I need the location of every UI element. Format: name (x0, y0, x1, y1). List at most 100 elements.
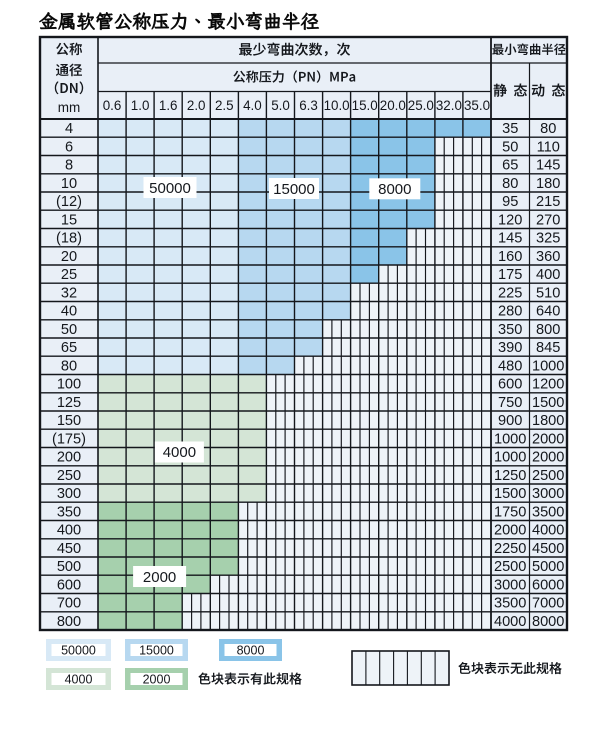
svg-text:10.0: 10.0 (324, 98, 350, 113)
svg-text:1250: 1250 (494, 468, 526, 484)
svg-text:5000: 5000 (532, 559, 564, 575)
svg-text:50000: 50000 (61, 643, 96, 657)
svg-text:3000: 3000 (532, 486, 564, 502)
svg-text:640: 640 (536, 304, 560, 320)
svg-text:270: 270 (536, 213, 560, 229)
svg-text:10: 10 (61, 176, 77, 192)
svg-text:2000: 2000 (143, 569, 176, 586)
svg-text:225: 225 (498, 286, 522, 302)
svg-text:3500: 3500 (532, 505, 564, 521)
svg-text:1200: 1200 (532, 377, 564, 393)
svg-text:4500: 4500 (532, 541, 564, 557)
svg-text:900: 900 (498, 413, 522, 429)
svg-text:4000: 4000 (65, 672, 93, 686)
svg-text:360: 360 (536, 249, 560, 265)
svg-text:4000: 4000 (163, 444, 196, 461)
svg-text:1500: 1500 (532, 395, 564, 411)
svg-text:845: 845 (536, 340, 560, 356)
svg-text:1800: 1800 (532, 413, 564, 429)
svg-text:120: 120 (498, 213, 522, 229)
svg-text:8000: 8000 (378, 181, 411, 198)
svg-text:20: 20 (61, 249, 77, 265)
svg-text:175: 175 (498, 267, 522, 283)
svg-text:65: 65 (502, 158, 518, 174)
svg-text:65: 65 (61, 340, 77, 356)
svg-text:80: 80 (502, 176, 518, 192)
svg-text:1000: 1000 (494, 432, 526, 448)
svg-text:500: 500 (57, 559, 81, 575)
svg-text:50: 50 (61, 322, 77, 338)
svg-text:300: 300 (57, 486, 81, 502)
svg-text:32.0: 32.0 (436, 98, 462, 113)
svg-text:4000: 4000 (532, 523, 564, 539)
svg-text:(18): (18) (56, 231, 82, 247)
svg-text:2000: 2000 (532, 450, 564, 466)
svg-text:325: 325 (536, 231, 560, 247)
svg-text:800: 800 (57, 614, 81, 630)
svg-text:7000: 7000 (532, 596, 564, 612)
svg-text:250: 250 (57, 468, 81, 484)
svg-text:6000: 6000 (532, 578, 564, 594)
svg-text:80: 80 (540, 121, 556, 137)
svg-text:4.0: 4.0 (243, 98, 262, 113)
svg-text:2.0: 2.0 (187, 98, 206, 113)
svg-text:3000: 3000 (494, 578, 526, 594)
svg-text:510: 510 (536, 286, 560, 302)
svg-text:145: 145 (498, 231, 522, 247)
svg-text:6.3: 6.3 (299, 98, 318, 113)
svg-text:400: 400 (536, 267, 560, 283)
svg-text:25: 25 (61, 267, 77, 283)
svg-text:15000: 15000 (273, 181, 315, 198)
svg-text:2500: 2500 (494, 559, 526, 575)
svg-text:2250: 2250 (494, 541, 526, 557)
svg-text:15000: 15000 (139, 643, 174, 657)
svg-text:95: 95 (502, 194, 518, 210)
svg-text:750: 750 (498, 395, 522, 411)
svg-text:15: 15 (61, 213, 77, 229)
svg-text:2000: 2000 (532, 432, 564, 448)
svg-text:(175): (175) (52, 432, 86, 448)
svg-text:700: 700 (57, 596, 81, 612)
svg-text:1.0: 1.0 (131, 98, 150, 113)
svg-text:(12): (12) (56, 194, 82, 210)
svg-text:350: 350 (498, 322, 522, 338)
svg-text:450: 450 (57, 541, 81, 557)
svg-text:1.6: 1.6 (159, 98, 178, 113)
svg-text:350: 350 (57, 505, 81, 521)
svg-text:50000: 50000 (149, 180, 191, 197)
svg-text:50: 50 (502, 140, 518, 156)
svg-text:15.0: 15.0 (352, 98, 378, 113)
svg-text:2500: 2500 (532, 468, 564, 484)
svg-text:40: 40 (61, 304, 77, 320)
svg-text:215: 215 (536, 194, 560, 210)
svg-text:1500: 1500 (494, 486, 526, 502)
svg-text:1000: 1000 (532, 359, 564, 375)
svg-text:2000: 2000 (143, 672, 171, 686)
svg-text:145: 145 (536, 158, 560, 174)
svg-text:200: 200 (57, 450, 81, 466)
svg-text:160: 160 (498, 249, 522, 265)
svg-text:8: 8 (65, 158, 73, 174)
svg-text:100: 100 (57, 377, 81, 393)
svg-text:35.0: 35.0 (464, 98, 490, 113)
svg-text:180: 180 (536, 176, 560, 192)
svg-text:4: 4 (65, 121, 73, 137)
svg-text:600: 600 (57, 578, 81, 594)
svg-text:3500: 3500 (494, 596, 526, 612)
svg-text:800: 800 (536, 322, 560, 338)
svg-text:20.0: 20.0 (380, 98, 406, 113)
svg-text:32: 32 (61, 286, 77, 302)
svg-text:2000: 2000 (494, 523, 526, 539)
svg-text:1750: 1750 (494, 505, 526, 521)
svg-text:390: 390 (498, 340, 522, 356)
svg-text:4000: 4000 (494, 614, 526, 630)
svg-text:6: 6 (65, 140, 73, 156)
svg-text:110: 110 (537, 140, 560, 156)
svg-text:35: 35 (502, 121, 518, 137)
svg-text:1000: 1000 (494, 450, 526, 466)
svg-text:400: 400 (57, 523, 81, 539)
svg-text:5.0: 5.0 (271, 98, 290, 113)
svg-text:80: 80 (61, 359, 77, 375)
svg-text:25.0: 25.0 (408, 98, 434, 113)
svg-text:8000: 8000 (237, 643, 265, 657)
